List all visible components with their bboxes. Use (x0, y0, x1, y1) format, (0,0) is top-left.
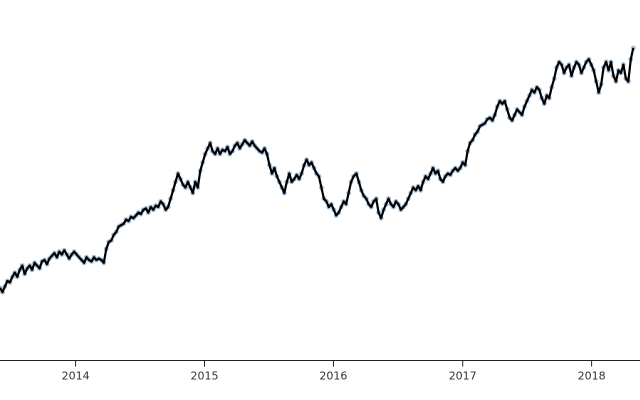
series-layer (0, 45, 636, 295)
x-tick-label: 2015 (191, 370, 219, 383)
series-markers (0, 45, 636, 295)
series-line (0, 47, 635, 294)
x-tick-label: 2016 (319, 370, 347, 383)
x-tick-label: 2017 (449, 370, 477, 383)
x-tick-label: 2018 (578, 370, 606, 383)
x-axis-ticks: 2014 2015 2016 2017 2018 (62, 360, 606, 383)
x-tick-label: 2014 (62, 370, 90, 383)
